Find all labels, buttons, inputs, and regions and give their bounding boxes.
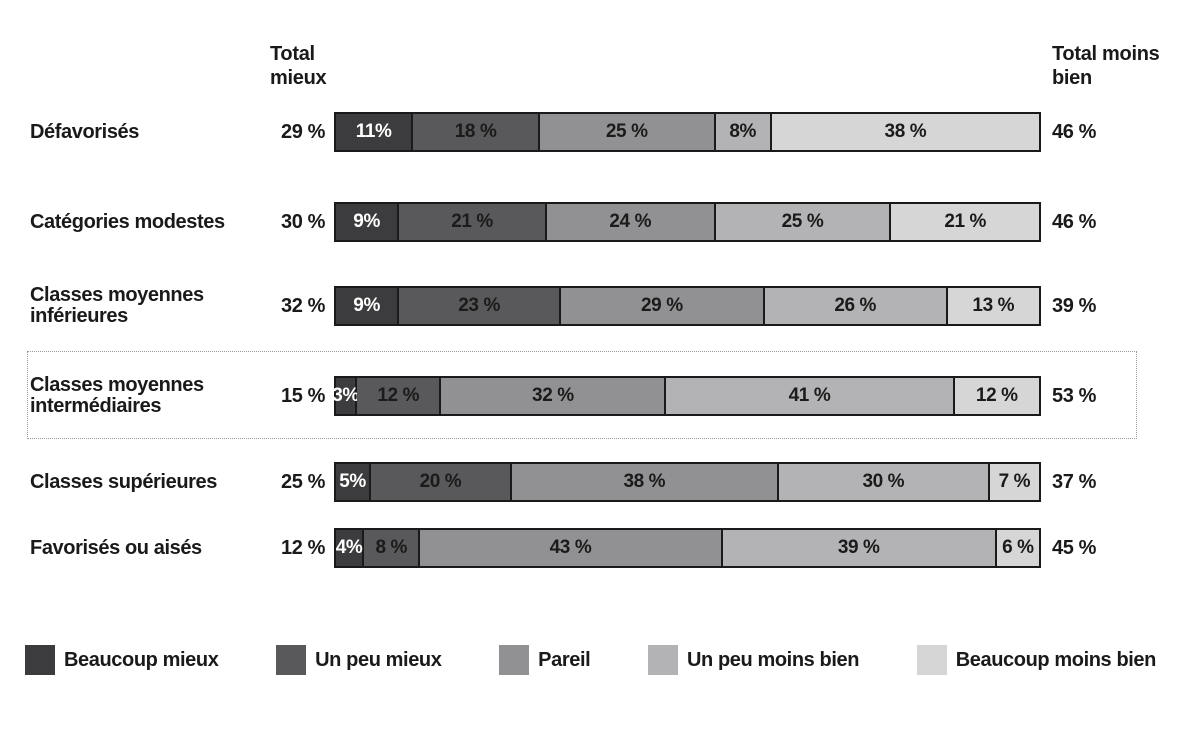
bar-segment: 20 % xyxy=(371,464,512,500)
stacked-bar: 3% 12 % 32 % 41 % 12 % xyxy=(332,376,1041,416)
bar-segment: 18 % xyxy=(413,114,540,150)
chart-row: Catégories modestes 30 % 9% 21 % 24 % 25 % 2… xyxy=(30,202,1186,242)
total-moins-bien-value: 46 % xyxy=(1052,210,1096,233)
category-label: Classes moyennes intermédiaires xyxy=(30,374,204,417)
category-label: Classes moyennes inférieures xyxy=(30,284,204,327)
bar-segment: 29 % xyxy=(560,288,765,324)
category-label: Classes supérieures xyxy=(30,470,217,493)
bar-segment: 4% xyxy=(336,530,365,566)
column-headers: Total mieux Total moins bien xyxy=(30,42,1186,90)
bar-segment: 43 % xyxy=(420,530,723,566)
bar-cell: 3% 12 % 32 % 41 % 12 % xyxy=(332,376,1041,416)
bar-segment: 39 % xyxy=(722,530,997,566)
bar-segment: 41 % xyxy=(666,378,955,414)
bar-segment: 25 % xyxy=(715,204,892,240)
bar-segment: 6 % xyxy=(996,530,1039,566)
stacked-bar: 9% 23 % 29 % 26 % 13 % xyxy=(334,286,1041,326)
bar-segment: 38 % xyxy=(771,114,1039,150)
bar-segment: 26 % xyxy=(764,288,948,324)
total-moins-bien-value: 39 % xyxy=(1052,294,1096,317)
total-mieux-value: 25 % xyxy=(281,470,325,493)
bar-segment: 3% xyxy=(332,378,359,414)
bar-segment: 5% xyxy=(336,464,372,500)
bar-segment: 8 % xyxy=(364,530,421,566)
bar-segment: 9% xyxy=(336,288,400,324)
legend-label: Beaucoup moins bien xyxy=(955,648,1157,671)
chart-row: Classes moyennes intermédiaires 15 % 3% 1… xyxy=(27,351,1186,439)
category-label: Favorisés ou aisés xyxy=(30,536,202,559)
legend-label: Pareil xyxy=(538,648,591,671)
bar-segment: 25 % xyxy=(539,114,716,150)
legend-label: Un peu moins bien xyxy=(686,648,860,671)
legend-item: Pareil xyxy=(499,645,591,675)
legend-swatch xyxy=(647,645,678,675)
legend-item: Un peu mieux xyxy=(276,645,442,675)
total-moins-bien-header: Total moins bien xyxy=(1052,43,1160,89)
category-label: Catégories modestes xyxy=(30,210,225,233)
stacked-bar: 5% 20 % 38 % 30 % 7 % xyxy=(334,462,1041,502)
total-mieux-value: 29 % xyxy=(281,120,325,143)
bar-segment: 23 % xyxy=(399,288,561,324)
legend-swatch xyxy=(25,645,55,675)
bar-cell: 4% 8 % 43 % 39 % 6 % xyxy=(334,528,1041,568)
legend-item: Un peu moins bien xyxy=(647,645,860,675)
legend-item: Beaucoup mieux xyxy=(25,645,219,675)
total-moins-bien-value: 45 % xyxy=(1052,536,1096,559)
bar-segment: 8% xyxy=(715,114,772,150)
legend-swatch xyxy=(499,645,530,675)
legend-swatch xyxy=(276,645,307,675)
bar-cell: 11% 18 % 25 % 8% 38 % xyxy=(334,112,1041,152)
stacked-bar: 4% 8 % 43 % 39 % 6 % xyxy=(334,528,1041,568)
bar-segment: 12 % xyxy=(357,378,442,414)
bar-segment: 9% xyxy=(336,204,400,240)
bar-segment: 13 % xyxy=(947,288,1039,324)
category-label: Défavorisés xyxy=(30,120,139,143)
bar-segment: 21 % xyxy=(891,204,1039,240)
total-mieux-value: 15 % xyxy=(281,384,325,407)
total-moins-bien-value: 37 % xyxy=(1052,470,1096,493)
bar-segment: 30 % xyxy=(778,464,990,500)
chart-row: Défavorisés 29 % 11% 18 % 25 % 8% 38 % 46 % xyxy=(30,112,1186,152)
chart-row: Favorisés ou aisés 12 % 4% 8 % 43 % 39 % 6 %… xyxy=(30,528,1186,568)
bar-cell: 9% 23 % 29 % 26 % 13 % xyxy=(334,286,1041,326)
legend-label: Beaucoup mieux xyxy=(64,648,219,671)
total-mieux-value: 32 % xyxy=(281,294,325,317)
stacked-bar: 11% 18 % 25 % 8% 38 % xyxy=(334,112,1041,152)
bar-segment: 7 % xyxy=(989,464,1039,500)
total-mieux-header: Total mieux xyxy=(270,43,327,89)
bar-segment: 12 % xyxy=(954,378,1039,414)
bar-segment: 38 % xyxy=(511,464,779,500)
legend: Beaucoup mieux Un peu mieux Pareil Un pe… xyxy=(25,645,1186,675)
chart-rows: Défavorisés 29 % 11% 18 % 25 % 8% 38 % 46 % … xyxy=(27,112,1186,568)
bar-cell: 5% 20 % 38 % 30 % 7 % xyxy=(334,462,1041,502)
chart-row: Classes supérieures 25 % 5% 20 % 38 % 30 % 7… xyxy=(30,462,1186,502)
bar-segment: 32 % xyxy=(441,378,667,414)
total-mieux-value: 30 % xyxy=(281,210,325,233)
total-mieux-value: 12 % xyxy=(281,536,325,559)
total-moins-bien-value: 46 % xyxy=(1052,120,1096,143)
bar-segment: 11% xyxy=(336,114,414,150)
bar-segment: 24 % xyxy=(546,204,716,240)
legend-label: Un peu mieux xyxy=(315,648,442,671)
legend-item: Beaucoup moins bien xyxy=(916,645,1157,675)
legend-swatch xyxy=(916,645,947,675)
bar-cell: 9% 21 % 24 % 25 % 21 % xyxy=(334,202,1041,242)
social-perception-stacked-bar-chart: Total mieux Total moins bien Défavorisés… xyxy=(25,42,1186,675)
stacked-bar: 9% 21 % 24 % 25 % 21 % xyxy=(334,202,1041,242)
chart-row: Classes moyennes inférieures 32 % 9% 23 %… xyxy=(30,284,1186,327)
bar-segment: 21 % xyxy=(399,204,547,240)
total-moins-bien-value: 53 % xyxy=(1052,384,1096,407)
